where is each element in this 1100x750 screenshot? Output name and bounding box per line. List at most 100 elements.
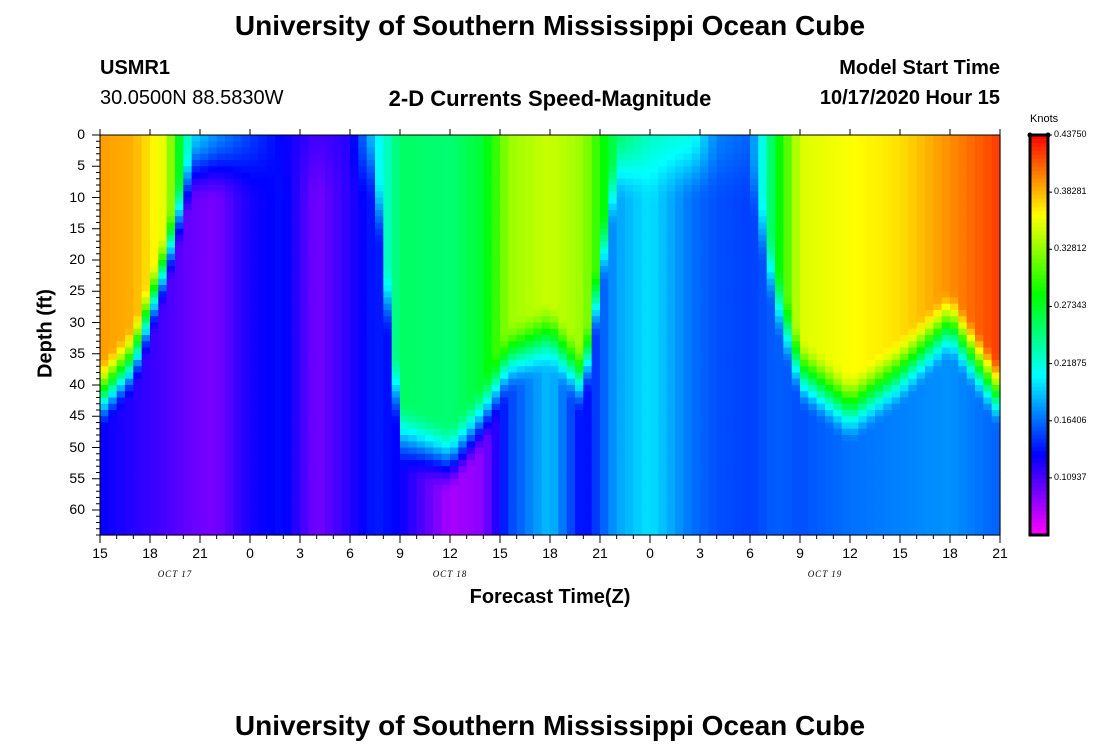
heatmap-cell [583, 247, 593, 255]
heatmap-cell [100, 228, 109, 236]
heatmap-cell [341, 435, 351, 442]
heatmap-cell [241, 372, 251, 380]
heatmap-cell [616, 410, 626, 417]
heatmap-cell [183, 285, 193, 292]
heatmap-cell [158, 203, 168, 211]
heatmap-cell [433, 410, 443, 417]
heatmap-cell [316, 428, 326, 436]
heatmap-cell [166, 310, 176, 317]
heatmap-cell [591, 241, 601, 249]
heatmap-cell [566, 378, 576, 386]
heatmap-cell [616, 485, 626, 492]
heatmap-cell [266, 185, 276, 192]
heatmap-cell [100, 303, 109, 311]
heatmap-cell [725, 235, 734, 242]
heatmap-cell [150, 510, 159, 517]
heatmap-cell [358, 222, 368, 230]
heatmap-cell [508, 378, 518, 386]
heatmap-cell [650, 247, 659, 255]
heatmap-cell [166, 335, 176, 342]
heatmap-cell [366, 335, 376, 342]
heatmap-cell [558, 260, 568, 267]
heatmap-cell [250, 241, 259, 249]
heatmap-cell [741, 235, 751, 242]
heatmap-cell [191, 303, 201, 311]
heatmap-cell [466, 285, 476, 292]
heatmap-cell [366, 241, 376, 249]
heatmap-cell [683, 328, 693, 336]
heatmap-cell [416, 166, 426, 174]
heatmap-cell [558, 147, 568, 155]
heatmap-cell [341, 453, 351, 461]
heatmap-cell [225, 510, 234, 517]
heatmap-cell [583, 303, 593, 311]
heatmap-cell [450, 147, 459, 155]
heatmap-cell [375, 222, 384, 230]
heatmap-cell [150, 366, 159, 374]
heatmap-cell [600, 241, 609, 249]
heatmap-cell [683, 147, 693, 155]
heatmap-cell [300, 310, 309, 317]
heatmap-cell [133, 285, 143, 292]
heatmap-cell [100, 366, 109, 374]
heatmap-cell [683, 247, 693, 255]
heatmap-cell [208, 466, 218, 474]
heatmap-cell [483, 491, 493, 499]
heatmap-cell [241, 253, 251, 261]
heatmap-cell [125, 172, 134, 180]
heatmap-cell [675, 485, 684, 492]
heatmap-cell [541, 497, 551, 505]
heatmap-cell [458, 360, 468, 367]
heatmap-cell [100, 353, 109, 361]
heatmap-cell [283, 216, 293, 224]
heatmap-cell [108, 466, 118, 474]
heatmap-cell [266, 466, 276, 474]
heatmap-cell [358, 235, 368, 242]
heatmap-cell [391, 185, 401, 192]
heatmap-cell [566, 403, 576, 411]
heatmap-cell [141, 485, 151, 492]
heatmap-cell [558, 178, 568, 186]
heatmap-cell [300, 397, 309, 405]
heatmap-cell [416, 522, 426, 530]
heatmap-cell [308, 228, 318, 236]
heatmap-cell [125, 278, 134, 286]
heatmap-cell [108, 185, 118, 192]
heatmap-cell [541, 185, 551, 192]
heatmap-cell [616, 172, 626, 180]
heatmap-cell [350, 347, 359, 355]
heatmap-cell [525, 428, 534, 436]
heatmap-cell [250, 135, 259, 142]
heatmap-cell [666, 403, 676, 411]
heatmap-cell [700, 203, 709, 211]
heatmap-cell [566, 153, 576, 161]
heatmap-cell [325, 310, 334, 317]
heatmap-cell [441, 210, 451, 217]
heatmap-cell [275, 147, 284, 155]
heatmap-cell [475, 328, 484, 336]
heatmap-cell [625, 253, 634, 261]
heatmap-cell [258, 241, 268, 249]
heatmap-cell [450, 222, 459, 230]
heatmap-cell [508, 235, 518, 242]
heatmap-cell [700, 397, 709, 405]
heatmap-cell [258, 247, 268, 255]
heatmap-cell [675, 447, 684, 455]
heatmap-cell [283, 472, 293, 480]
heatmap-cell [541, 278, 551, 286]
heatmap-cell [508, 472, 518, 480]
heatmap-cell [200, 435, 209, 442]
heatmap-cell [258, 222, 268, 230]
heatmap-cell [441, 428, 451, 436]
heatmap-cell [391, 447, 401, 455]
heatmap-cell [275, 322, 284, 330]
heatmap-cell [341, 472, 351, 480]
heatmap-cell [691, 378, 701, 386]
heatmap-cell [683, 197, 693, 205]
heatmap-cell [616, 166, 626, 174]
heatmap-cell [608, 203, 618, 211]
heatmap-cell [250, 278, 259, 286]
heatmap-cell [258, 278, 268, 286]
heatmap-cell [100, 135, 109, 142]
heatmap-cell [558, 360, 568, 367]
